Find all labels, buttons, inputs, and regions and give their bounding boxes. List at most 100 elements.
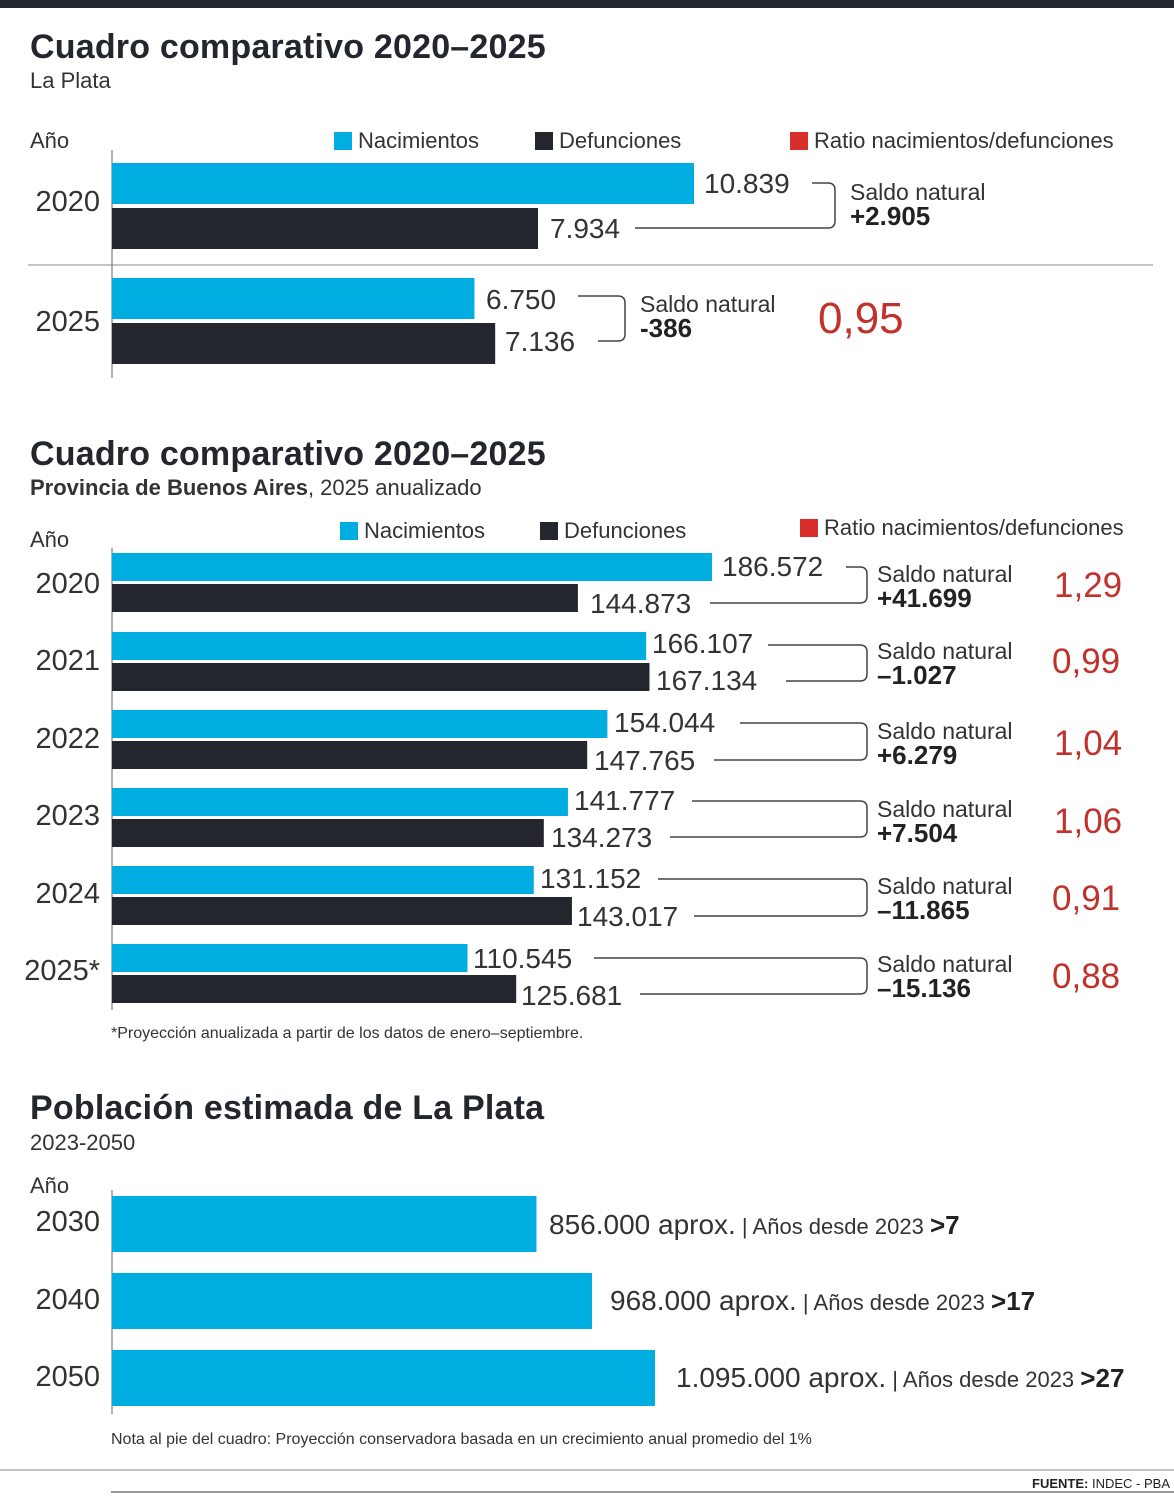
chart3-pop-value: 968.000 aprox. bbox=[610, 1285, 797, 1316]
chart2-ratio: 0,91 bbox=[1052, 879, 1121, 918]
chart2-births-value: 131.152 bbox=[540, 863, 642, 894]
legend-swatch-ratio bbox=[790, 132, 808, 150]
chart2-legend-deaths: Defunciones bbox=[540, 518, 686, 544]
chart2-bracket bbox=[714, 722, 868, 761]
chart2-births-value: 166.107 bbox=[652, 628, 754, 659]
chart1-bracket bbox=[578, 295, 626, 342]
chart3-years-since: >27 bbox=[1080, 1363, 1125, 1393]
chart2-bar-deaths bbox=[112, 584, 578, 612]
chart3-bar-population bbox=[112, 1273, 593, 1329]
chart2-bar-births bbox=[112, 553, 712, 581]
chart1-year-label: 2020 bbox=[35, 186, 100, 218]
chart1-year-label: 2025 bbox=[35, 306, 100, 338]
legend-swatch-births bbox=[340, 522, 358, 540]
chart3-years-since: >17 bbox=[990, 1286, 1036, 1316]
chart2-bracket bbox=[710, 566, 868, 604]
legend-swatch-deaths bbox=[540, 522, 558, 540]
chart1-births-value: 10.839 bbox=[704, 168, 790, 199]
chart1-bar-deaths bbox=[112, 323, 496, 364]
chart1-bar-births bbox=[112, 163, 694, 204]
chart2-year-label: 2022 bbox=[35, 723, 100, 755]
chart1-births-value: 6.750 bbox=[486, 284, 557, 315]
chart2-saldo: Saldo natural –11.865 bbox=[877, 873, 1013, 925]
top-rule bbox=[0, 0, 1174, 8]
chart2-bar-deaths bbox=[112, 741, 588, 769]
chart1-deaths-value: 7.136 bbox=[505, 326, 576, 357]
chart2-legend-births: Nacimientos bbox=[340, 518, 485, 544]
chart2-bar-deaths bbox=[112, 897, 572, 925]
chart1-saldo: Saldo natural -386 bbox=[640, 291, 776, 343]
chart2-bar-births bbox=[112, 632, 647, 660]
chart2-deaths-value: 143.017 bbox=[577, 901, 679, 932]
chart2-year-label: 2023 bbox=[35, 800, 100, 832]
chart1-deaths-value: 7.934 bbox=[550, 213, 621, 244]
chart2-saldo: Saldo natural +41.699 bbox=[877, 561, 1013, 613]
chart2-year-label: 2024 bbox=[35, 878, 100, 910]
chart3-subtitle: 2023-2050 bbox=[30, 1130, 136, 1155]
chart2-bar-births bbox=[112, 944, 468, 972]
chart2-year-label: 2025* bbox=[24, 955, 100, 987]
chart2-saldo: Saldo natural +7.504 bbox=[877, 796, 1013, 848]
chart1-bracket bbox=[635, 182, 836, 229]
chart1-saldo: Saldo natural +2.905 bbox=[850, 179, 986, 231]
source-credit: FUENTE: INDEC - PBA bbox=[1032, 1476, 1170, 1491]
chart2-bracket bbox=[670, 800, 868, 838]
chart2-deaths-value: 167.134 bbox=[656, 665, 758, 696]
chart2-bracket bbox=[768, 644, 868, 682]
chart2-births-value: 154.044 bbox=[614, 707, 716, 738]
chart2-saldo: Saldo natural –15.136 bbox=[877, 951, 1013, 1003]
legend-swatch-ratio bbox=[800, 519, 818, 537]
chart2-bar-births bbox=[112, 710, 608, 738]
chart2-ratio: 0,99 bbox=[1052, 642, 1121, 681]
chart1-title: Cuadro comparativo 2020–2025 bbox=[30, 28, 546, 66]
chart3-year-label: 2030 bbox=[35, 1206, 100, 1238]
chart3-bar-population bbox=[112, 1196, 537, 1252]
chart2-deaths-value: 144.873 bbox=[590, 588, 692, 619]
chart2-bar-births bbox=[112, 866, 534, 894]
chart1-legend-ratio: Ratio nacimientos/defunciones bbox=[790, 128, 1114, 154]
chart2-bar-deaths bbox=[112, 819, 544, 847]
chart2-bracket bbox=[594, 957, 868, 995]
chart2-deaths-value: 134.273 bbox=[551, 822, 653, 853]
chart3-axis-label: Año bbox=[30, 1173, 70, 1198]
chart1-axis-label: Año bbox=[30, 128, 70, 153]
chart2-births-value: 110.545 bbox=[473, 943, 573, 974]
chart2-legend-ratio: Ratio nacimientos/defunciones bbox=[800, 515, 1124, 541]
chart2-saldo: Saldo natural –1.027 bbox=[877, 638, 1013, 690]
chart3-pop-value: 1.095.000 aprox. bbox=[676, 1362, 887, 1393]
chart1-legend-deaths: Defunciones bbox=[535, 128, 681, 154]
chart3-year-label: 2050 bbox=[35, 1361, 100, 1393]
chart1-ratio: 0,95 bbox=[818, 294, 904, 343]
chart2-title: Cuadro comparativo 2020–2025 bbox=[30, 435, 546, 473]
chart2-bar-births bbox=[112, 788, 568, 816]
chart2-bar-deaths bbox=[112, 975, 517, 1003]
chart2-ratio: 0,88 bbox=[1052, 957, 1121, 996]
chart3-year-label: 2040 bbox=[35, 1284, 100, 1316]
chart2-ratio: 1,29 bbox=[1054, 566, 1123, 605]
chart3-value-row: 1.095.000 aprox. | Años desde 2023 >27 bbox=[676, 1362, 1125, 1393]
chart2-births-value: 186.572 bbox=[722, 551, 824, 582]
chart2-axis-label: Año bbox=[30, 527, 70, 552]
chart2-ratio: 1,04 bbox=[1054, 724, 1123, 763]
chart2-subtitle: Provincia de Buenos Aires, 2025 anualiza… bbox=[30, 475, 482, 500]
chart1-bar-deaths bbox=[112, 208, 539, 249]
chart2-footnote: *Proyección anualizada a partir de los d… bbox=[111, 1025, 584, 1042]
chart2-deaths-value: 147.765 bbox=[594, 745, 696, 776]
chart2-births-value: 141.777 bbox=[574, 785, 676, 816]
chart3-years-since: >7 bbox=[929, 1210, 960, 1240]
legend-swatch-deaths bbox=[535, 132, 553, 150]
chart3-note: Nota al pie del cuadro: Proyección conse… bbox=[111, 1431, 812, 1448]
chart3-bar-population bbox=[112, 1350, 655, 1406]
chart3-title: Población estimada de La Plata bbox=[30, 1089, 545, 1127]
chart2-deaths-value: 125.681 bbox=[521, 980, 623, 1011]
chart3-pop-value: 856.000 aprox. bbox=[549, 1209, 736, 1240]
chart1-subtitle: La Plata bbox=[30, 68, 111, 93]
chart2-ratio: 1,06 bbox=[1054, 802, 1123, 841]
chart3-value-row: 856.000 aprox. | Años desde 2023 >7 bbox=[549, 1209, 960, 1240]
chart3-value-row: 968.000 aprox. | Años desde 2023 >17 bbox=[610, 1285, 1036, 1316]
legend-swatch-births bbox=[334, 132, 352, 150]
chart2-year-label: 2021 bbox=[35, 645, 100, 677]
chart2-year-label: 2020 bbox=[35, 568, 100, 600]
chart1-legend-births: Nacimientos bbox=[334, 128, 479, 154]
